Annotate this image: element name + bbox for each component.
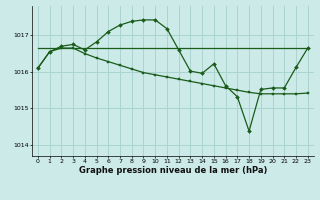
X-axis label: Graphe pression niveau de la mer (hPa): Graphe pression niveau de la mer (hPa)	[79, 166, 267, 175]
